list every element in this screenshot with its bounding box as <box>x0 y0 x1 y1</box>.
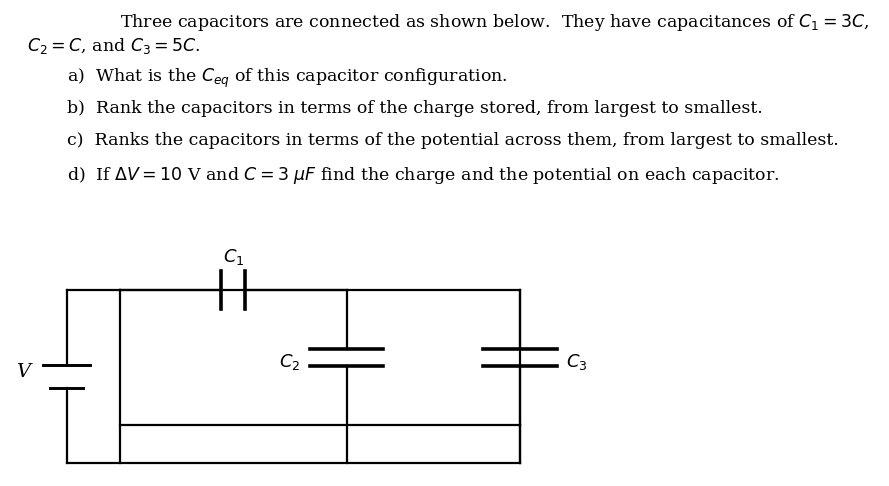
Text: c)  Ranks the capacitors in terms of the potential across them, from largest to : c) Ranks the capacitors in terms of the … <box>67 132 838 149</box>
Text: b)  Rank the capacitors in terms of the charge stored, from largest to smallest.: b) Rank the capacitors in terms of the c… <box>67 100 763 117</box>
Text: $C_2$: $C_2$ <box>279 352 300 372</box>
Text: $C_3$: $C_3$ <box>566 352 588 372</box>
Text: Three capacitors are connected as shown below.  They have capacitances of $C_1 =: Three capacitors are connected as shown … <box>120 12 869 33</box>
Text: $C_2 = C$, and $C_3 = 5C$.: $C_2 = C$, and $C_3 = 5C$. <box>27 36 201 56</box>
Text: $C_1$: $C_1$ <box>222 247 244 267</box>
Text: V: V <box>16 363 30 381</box>
Text: d)  If $\Delta V = 10$ V and $C = 3$ $\mu F$ find the charge and the potential o: d) If $\Delta V = 10$ V and $C = 3$ $\mu… <box>67 165 780 186</box>
Text: a)  What is the $C_{eq}$ of this capacitor configuration.: a) What is the $C_{eq}$ of this capacito… <box>67 67 508 90</box>
